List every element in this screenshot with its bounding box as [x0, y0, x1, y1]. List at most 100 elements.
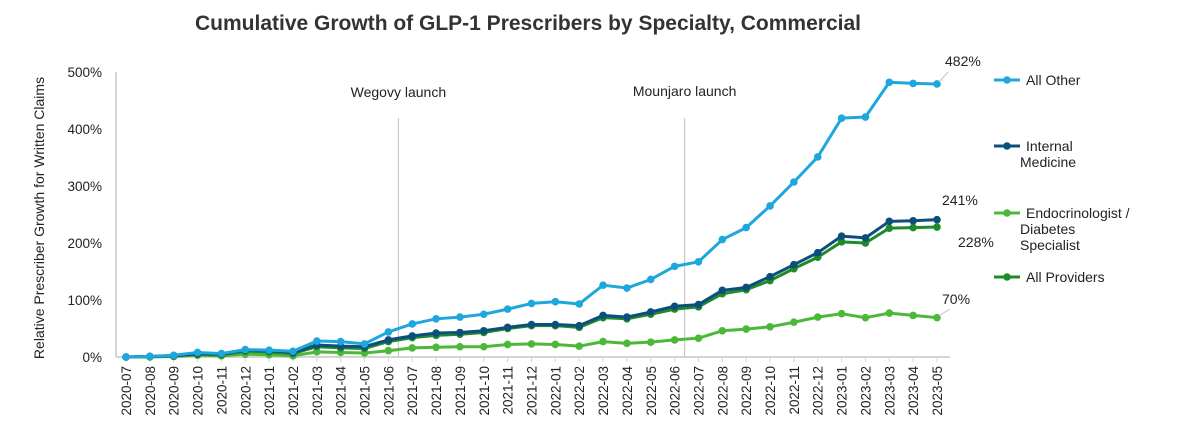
- data-point: [909, 311, 917, 320]
- legend-item: All Providers: [994, 269, 1105, 285]
- data-point: [503, 340, 512, 349]
- data-point: [432, 315, 440, 323]
- data-point: [169, 351, 178, 360]
- data-point: [790, 260, 798, 269]
- data-point: [861, 313, 870, 322]
- series-all-other: [122, 78, 941, 361]
- x-tick-label: 2022-01: [548, 366, 563, 416]
- data-point: [384, 328, 393, 336]
- data-point: [623, 284, 631, 292]
- y-tick-label: 300%: [67, 179, 102, 194]
- x-tick-label: 2021-07: [405, 366, 420, 416]
- data-point: [813, 313, 822, 321]
- data-point: [575, 342, 584, 350]
- y-tick-label: 400%: [67, 122, 102, 137]
- data-point: [336, 337, 345, 346]
- data-point: [646, 275, 655, 284]
- x-tick-label: 2022-03: [596, 366, 611, 416]
- series-lines: [122, 78, 941, 361]
- data-point: [527, 320, 536, 329]
- data-point: [265, 346, 273, 354]
- annotations: Wegovy launch Mounjaro launch: [351, 83, 737, 357]
- legend-item: All Other: [994, 72, 1081, 88]
- data-point: [885, 78, 894, 87]
- x-tick-label: 2021-10: [477, 366, 492, 416]
- data-point: [694, 258, 703, 266]
- data-point: [599, 337, 607, 346]
- data-point: [408, 320, 417, 328]
- legend-swatch-marker: [1003, 142, 1011, 150]
- x-tick-label: 2022-11: [787, 366, 802, 415]
- data-point: [790, 318, 798, 327]
- x-tick-label: 2022-06: [668, 366, 683, 416]
- x-tick-label: 2023-02: [858, 366, 873, 416]
- x-tick-label: 2021-03: [310, 366, 325, 416]
- x-tick-label: 2022-07: [691, 366, 706, 416]
- legend-label: Specialist: [1020, 237, 1080, 253]
- y-axis-label: Relative Prescriber Growth for Written C…: [31, 77, 47, 359]
- y-tick-label: 0%: [82, 350, 102, 365]
- series-line: [125, 225, 938, 359]
- data-point: [479, 342, 488, 351]
- data-point: [646, 338, 655, 346]
- x-tick-label: 2021-11: [501, 366, 516, 415]
- data-point: [718, 326, 727, 335]
- data-point: [360, 340, 369, 348]
- y-tick-label: 500%: [67, 65, 102, 80]
- data-point: [933, 313, 941, 322]
- x-tick-label: 2021-02: [286, 366, 301, 416]
- annotation-label: Wegovy launch: [351, 84, 446, 100]
- data-point: [837, 238, 846, 246]
- data-point: [933, 223, 941, 231]
- x-tick-label: 2021-08: [429, 366, 444, 416]
- data-point: [599, 281, 607, 289]
- data-point: [861, 113, 870, 121]
- data-point: [933, 80, 941, 88]
- data-point: [479, 310, 488, 319]
- x-tick-label: 2020-12: [238, 366, 253, 416]
- end-label-leader: [938, 71, 949, 83]
- legend-label: Medicine: [1020, 154, 1076, 170]
- end-value-label: 228%: [958, 234, 994, 250]
- end-value-label: 241%: [942, 192, 978, 208]
- x-tick-label: 2023-03: [882, 366, 897, 416]
- legend-label: All Other: [1026, 72, 1081, 88]
- data-point: [193, 348, 202, 357]
- x-tick-label: 2020-09: [167, 366, 182, 416]
- data-point: [217, 349, 226, 358]
- data-point: [313, 337, 321, 345]
- x-tick-label: 2023-01: [835, 366, 850, 416]
- series-internal-medicine: [122, 215, 941, 361]
- chart-title: Cumulative Growth of GLP-1 Prescribers b…: [195, 12, 861, 35]
- data-point: [432, 329, 440, 337]
- data-point: [503, 305, 512, 313]
- data-point: [241, 345, 250, 354]
- legend-label: All Providers: [1026, 269, 1105, 285]
- y-axis-label-group: Relative Prescriber Growth for Written C…: [31, 77, 47, 359]
- annotation-label: Mounjaro launch: [633, 83, 737, 99]
- data-point: [790, 178, 798, 186]
- data-point: [599, 311, 607, 320]
- data-point: [384, 346, 393, 355]
- legend-swatch-marker: [1003, 209, 1011, 217]
- data-point: [623, 339, 631, 348]
- data-point: [503, 323, 512, 332]
- data-point: [289, 347, 297, 356]
- x-tick-label: 2023-05: [930, 366, 945, 416]
- x-tick-label: 2022-12: [811, 366, 826, 416]
- data-point: [694, 334, 703, 342]
- data-point: [837, 232, 846, 240]
- data-point: [456, 313, 464, 321]
- x-tick-label: 2021-01: [262, 366, 277, 416]
- x-tick-label: 2021-06: [381, 366, 396, 416]
- data-point: [861, 234, 870, 242]
- data-point: [766, 202, 774, 210]
- data-point: [670, 336, 679, 344]
- data-point: [885, 309, 894, 317]
- data-point: [742, 283, 750, 292]
- legend-label: Endocrinologist /: [1026, 205, 1130, 221]
- data-point: [408, 332, 417, 340]
